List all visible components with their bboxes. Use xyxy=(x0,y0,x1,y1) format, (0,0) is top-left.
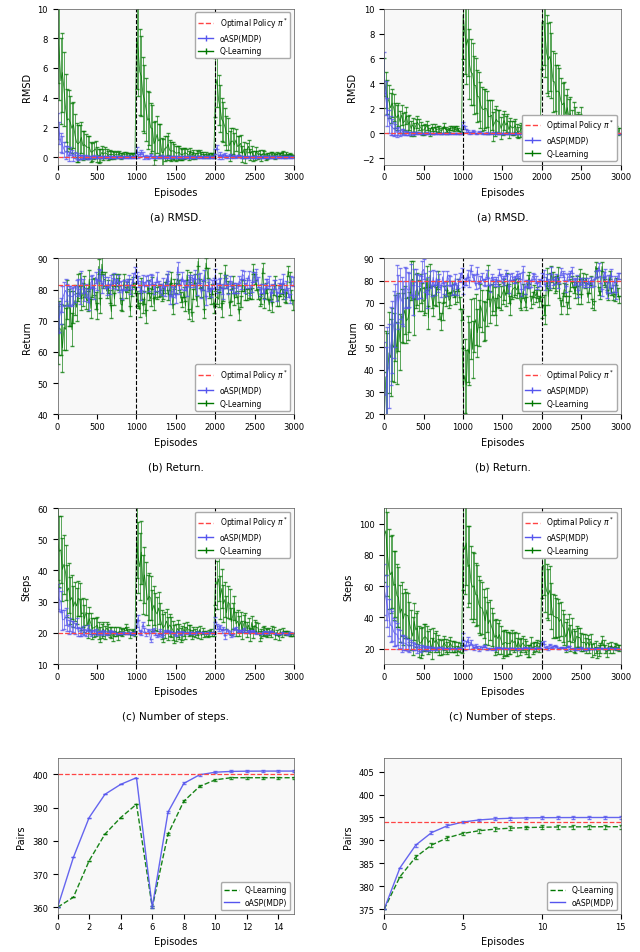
X-axis label: Episodes: Episodes xyxy=(481,686,524,697)
X-axis label: Episodes: Episodes xyxy=(154,936,198,946)
Text: (b) Return.: (b) Return. xyxy=(474,462,531,471)
Y-axis label: Steps: Steps xyxy=(343,573,353,600)
Y-axis label: Pairs: Pairs xyxy=(17,824,26,847)
Legend: Q-Learning, oASP(MDP): Q-Learning, oASP(MDP) xyxy=(547,883,617,910)
Text: (a) RMSD.: (a) RMSD. xyxy=(150,212,202,222)
X-axis label: Episodes: Episodes xyxy=(481,437,524,447)
Text: (c) Number of steps.: (c) Number of steps. xyxy=(449,711,556,722)
X-axis label: Episodes: Episodes xyxy=(154,686,198,697)
Legend: Q-Learning, oASP(MDP): Q-Learning, oASP(MDP) xyxy=(221,883,291,910)
Legend: Optimal Policy $\pi^*$, oASP(MDP), Q-Learning: Optimal Policy $\pi^*$, oASP(MDP), Q-Lea… xyxy=(522,115,617,162)
Y-axis label: Return: Return xyxy=(348,321,358,353)
Y-axis label: Pairs: Pairs xyxy=(343,824,353,847)
X-axis label: Episodes: Episodes xyxy=(481,936,524,946)
Legend: Optimal Policy $\pi^*$, oASP(MDP), Q-Learning: Optimal Policy $\pi^*$, oASP(MDP), Q-Lea… xyxy=(195,13,291,59)
Text: (b) Return.: (b) Return. xyxy=(148,462,204,471)
X-axis label: Episodes: Episodes xyxy=(154,188,198,198)
Legend: Optimal Policy $\pi^*$, oASP(MDP), Q-Learning: Optimal Policy $\pi^*$, oASP(MDP), Q-Lea… xyxy=(522,512,617,559)
Text: (a) RMSD.: (a) RMSD. xyxy=(477,212,528,222)
Legend: Optimal Policy $\pi^*$, oASP(MDP), Q-Learning: Optimal Policy $\pi^*$, oASP(MDP), Q-Lea… xyxy=(195,512,291,559)
X-axis label: Episodes: Episodes xyxy=(481,188,524,198)
Y-axis label: RMSD: RMSD xyxy=(347,73,356,102)
Y-axis label: Return: Return xyxy=(22,321,32,353)
Legend: Optimal Policy $\pi^*$, oASP(MDP), Q-Learning: Optimal Policy $\pi^*$, oASP(MDP), Q-Lea… xyxy=(195,365,291,411)
Text: (c) Number of steps.: (c) Number of steps. xyxy=(122,711,229,722)
X-axis label: Episodes: Episodes xyxy=(154,437,198,447)
Y-axis label: Steps: Steps xyxy=(22,573,32,600)
Y-axis label: RMSD: RMSD xyxy=(22,73,32,102)
Legend: Optimal Policy $\pi^*$, oASP(MDP), Q-Learning: Optimal Policy $\pi^*$, oASP(MDP), Q-Lea… xyxy=(522,365,617,411)
